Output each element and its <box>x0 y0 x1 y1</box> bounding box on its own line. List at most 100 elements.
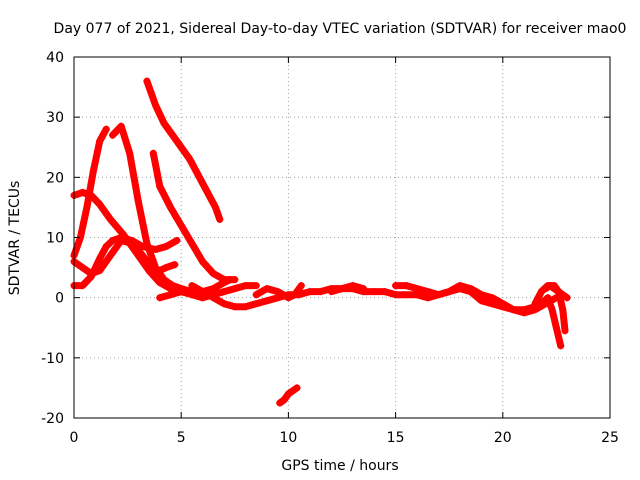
data-point <box>160 119 168 127</box>
data-point <box>559 306 567 314</box>
data-point <box>96 200 104 208</box>
data-point <box>280 396 288 404</box>
data-point <box>199 258 207 266</box>
data-point <box>231 285 239 293</box>
x-tick-label: 25 <box>601 430 619 446</box>
x-tick-label: 0 <box>70 430 79 446</box>
data-point <box>542 285 550 293</box>
x-tick-label: 20 <box>494 430 512 446</box>
data-point <box>177 288 185 296</box>
data-point <box>392 291 400 299</box>
axis-ticks: 0 5 10 15 20 25 -20 -10 0 10 20 30 40 <box>41 50 619 446</box>
data-point <box>169 282 177 290</box>
data-point <box>188 291 196 299</box>
series-track <box>392 282 560 317</box>
data-point <box>488 294 496 302</box>
data-point <box>306 288 314 296</box>
data-point <box>467 285 475 293</box>
data-point <box>293 384 301 392</box>
data-point <box>220 276 228 284</box>
data-point <box>106 252 114 259</box>
data-point <box>162 243 170 250</box>
data-point <box>126 149 134 157</box>
data-point <box>199 288 207 296</box>
data-point <box>370 288 378 296</box>
y-tick-label: -20 <box>41 411 64 427</box>
data-point <box>102 243 110 250</box>
data-point <box>338 285 346 293</box>
data-point <box>435 291 442 299</box>
x-tick-label: 10 <box>279 430 297 446</box>
series-track-k <box>276 384 301 407</box>
data-point <box>559 291 567 299</box>
data-point <box>402 291 410 299</box>
y-tick-label: 0 <box>55 291 64 307</box>
series-track-m <box>392 282 560 317</box>
data-point <box>152 246 159 253</box>
data-point <box>156 279 164 287</box>
data-point <box>327 288 335 296</box>
series-track <box>70 125 110 259</box>
data-point <box>96 137 104 145</box>
data-point <box>96 255 104 263</box>
data-point <box>134 197 142 205</box>
data-point <box>252 282 260 290</box>
y-tick-label: -10 <box>41 351 64 367</box>
data-point <box>413 291 421 299</box>
data-point <box>520 309 528 317</box>
series-track-j <box>252 282 305 302</box>
data-point <box>284 390 292 398</box>
data-point <box>149 149 157 157</box>
data-point <box>167 203 174 211</box>
y-tick-label: 30 <box>46 110 64 126</box>
data-point <box>83 203 91 211</box>
data-point <box>548 306 556 314</box>
data-point <box>171 261 179 269</box>
data-point <box>242 282 249 290</box>
data-point <box>79 282 87 290</box>
y-axis-title: SDTVAR / TECUs <box>7 181 23 296</box>
data-point <box>143 77 151 85</box>
data-point <box>242 303 249 311</box>
data-point <box>173 237 181 244</box>
data-point <box>263 297 271 305</box>
data-point <box>156 294 164 302</box>
data-point <box>544 294 552 302</box>
data-point <box>209 270 217 278</box>
data-point <box>152 101 159 109</box>
data-point <box>89 167 97 175</box>
data-point <box>424 294 432 302</box>
data-point <box>561 327 569 335</box>
data-point <box>546 282 554 290</box>
x-tick-label: 15 <box>387 430 405 446</box>
data-point <box>87 191 95 199</box>
data-point <box>162 264 170 272</box>
data-point <box>109 237 117 244</box>
data-point <box>557 342 565 350</box>
data-point <box>102 125 110 133</box>
data-point <box>276 399 284 407</box>
data-point <box>79 264 87 272</box>
data-point <box>550 285 558 293</box>
data-point <box>552 324 560 332</box>
data-point <box>79 188 87 196</box>
data-point <box>291 291 299 299</box>
grid-lines <box>74 57 610 418</box>
data-point <box>289 387 297 395</box>
data-point <box>413 285 421 293</box>
data-point <box>402 282 410 290</box>
data-point <box>220 288 228 296</box>
data-point <box>139 252 147 259</box>
data-point <box>119 231 127 238</box>
data-point <box>252 300 260 308</box>
data-point <box>117 122 125 130</box>
data-point <box>499 300 507 308</box>
data-point <box>177 222 185 229</box>
data-point <box>456 282 464 290</box>
data-point <box>231 276 239 284</box>
data-point <box>510 306 517 314</box>
data-point <box>216 215 224 223</box>
data-point <box>106 215 114 223</box>
